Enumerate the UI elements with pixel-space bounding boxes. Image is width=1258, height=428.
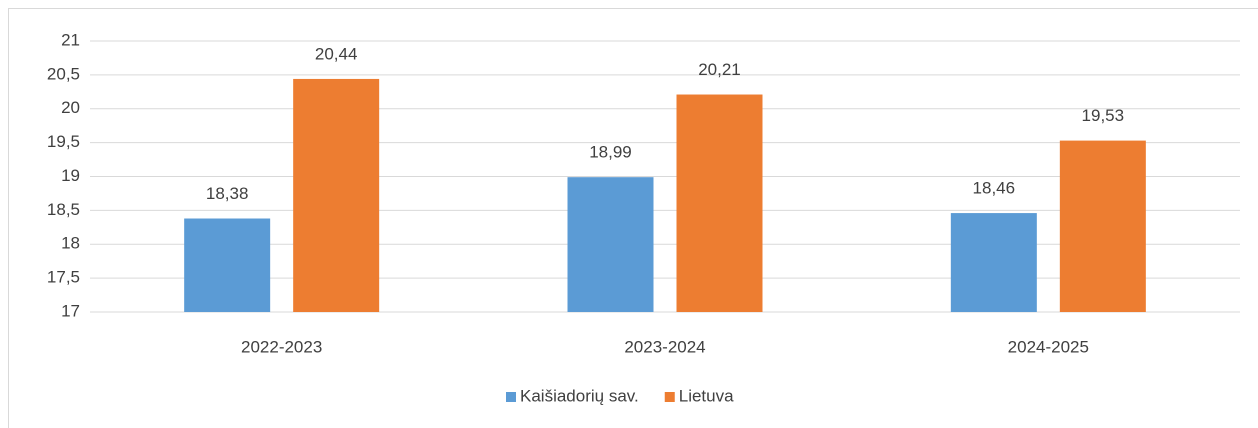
bar — [567, 177, 654, 312]
y-tick-label: 20,5 — [47, 64, 80, 83]
x-tick-label: 2023-2024 — [624, 337, 705, 356]
y-tick-label: 17,5 — [47, 268, 80, 287]
bar — [293, 78, 380, 312]
data-label: 20,21 — [698, 60, 741, 79]
legend-swatch — [506, 392, 516, 402]
legend-label: Kaišiadorių sav. — [520, 386, 639, 405]
data-label: 18,46 — [973, 179, 1016, 198]
y-tick-label: 19,5 — [47, 132, 80, 151]
data-label: 20,44 — [315, 44, 358, 63]
y-tick-label: 20 — [61, 98, 80, 117]
bar — [676, 94, 763, 313]
chart-border — [8, 8, 1258, 428]
bar — [184, 218, 271, 312]
data-label: 19,53 — [1082, 106, 1125, 125]
bar — [1059, 140, 1146, 312]
y-tick-label: 21 — [61, 30, 80, 49]
data-label: 18,38 — [206, 184, 249, 203]
x-tick-label: 2022-2023 — [241, 337, 322, 356]
y-tick-label: 17 — [61, 301, 80, 320]
data-label: 18,99 — [589, 143, 632, 162]
legend-label: Lietuva — [679, 386, 734, 405]
x-tick-label: 2024-2025 — [1008, 337, 1089, 356]
y-tick-label: 19 — [61, 166, 80, 185]
y-tick-label: 18 — [61, 234, 80, 253]
legend-swatch — [664, 392, 675, 402]
y-tick-label: 18,5 — [47, 200, 80, 219]
bar — [950, 213, 1037, 312]
